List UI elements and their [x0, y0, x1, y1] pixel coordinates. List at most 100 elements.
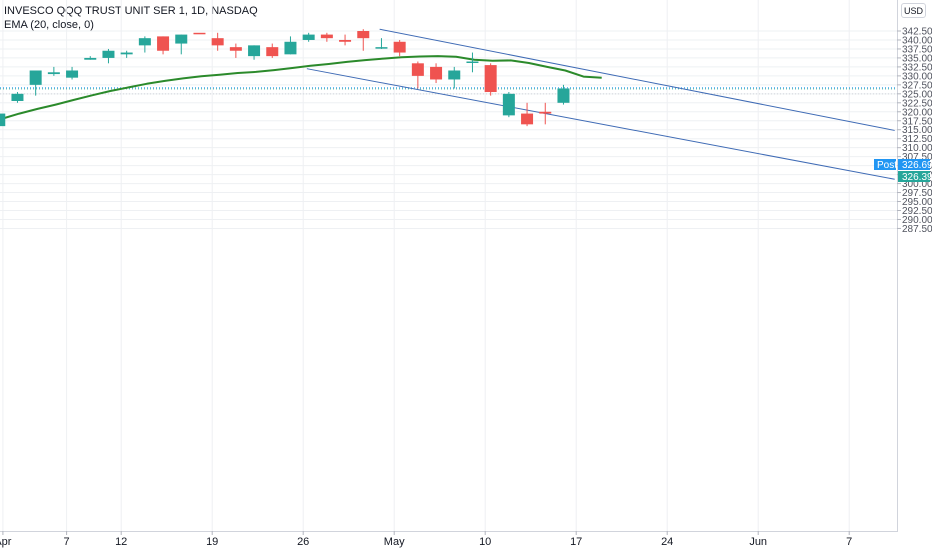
post-price-tag — [898, 159, 930, 170]
price-tags: Post 326.69 326.39 — [874, 159, 932, 183]
candle-body — [229, 47, 242, 51]
chart-axes — [0, 0, 898, 532]
candle-body — [284, 41, 297, 55]
candle — [502, 92, 515, 118]
candle — [29, 70, 42, 96]
candle — [302, 32, 315, 42]
y-tick-label: 300.00 — [902, 179, 932, 190]
candle-body — [357, 31, 370, 39]
x-tick-label: 24 — [661, 536, 673, 548]
candle-body — [393, 41, 406, 53]
y-tick-label: 340.00 — [902, 35, 932, 46]
candle-body — [539, 111, 552, 114]
candle — [557, 84, 570, 105]
candlestick-series — [0, 29, 570, 127]
x-tick-label: 19 — [206, 536, 218, 548]
candle-body — [102, 50, 115, 58]
y-tick-label: 290.00 — [902, 215, 932, 226]
candle-body — [320, 34, 333, 39]
candle-body — [211, 38, 224, 46]
x-tick-label: 26 — [297, 536, 309, 548]
y-tick-label: 320.00 — [902, 107, 932, 118]
candle-body — [248, 45, 261, 57]
candle-body — [29, 70, 42, 85]
candle — [11, 92, 24, 103]
candle-body — [0, 113, 6, 127]
candle-body — [375, 47, 388, 49]
candle — [84, 56, 97, 60]
y-tick-label: 307.50 — [902, 152, 932, 163]
candle — [47, 66, 60, 76]
candle-body — [138, 38, 151, 46]
y-tick-label: 327.50 — [902, 80, 932, 91]
candle-body — [266, 47, 279, 57]
candle — [211, 32, 224, 51]
currency-badge[interactable]: USD — [901, 3, 926, 18]
channel-line-upper[interactable] — [379, 28, 895, 131]
candle — [120, 50, 133, 58]
candle — [138, 36, 151, 53]
candle — [320, 32, 333, 42]
candle-body — [193, 32, 206, 35]
ema-indicator-label[interactable]: EMA (20, close, 0) — [4, 19, 94, 31]
post-label-tag — [874, 159, 896, 170]
y-tick-label: 295.00 — [902, 197, 932, 208]
candle — [448, 66, 461, 89]
candle — [229, 43, 242, 58]
candle — [157, 36, 170, 55]
ema-series — [0, 55, 602, 121]
candle — [102, 48, 115, 64]
y-tick-label: 312.50 — [902, 134, 932, 145]
candle — [0, 113, 6, 127]
candle-body — [466, 61, 479, 64]
candle-body — [157, 36, 170, 51]
trend-channel[interactable] — [306, 28, 895, 180]
candle-body — [84, 57, 97, 60]
y-tick-label: 342.50 — [902, 27, 932, 38]
candle-body — [47, 72, 60, 75]
x-tick-label: 17 — [570, 536, 582, 548]
y-tick-label: 317.50 — [902, 116, 932, 127]
y-tick-label: 297.50 — [902, 188, 932, 199]
candle-body — [448, 70, 461, 80]
x-tick-label: 10 — [479, 536, 491, 548]
candle — [266, 43, 279, 58]
y-tick-label: 287.50 — [902, 224, 932, 235]
candle-body — [302, 34, 315, 40]
y-tick-label: 337.50 — [902, 44, 932, 55]
y-tick-label: 322.50 — [902, 98, 932, 109]
candle-body — [557, 88, 570, 103]
candle — [248, 45, 261, 60]
x-tick-label: Apr — [0, 536, 12, 548]
candle-body — [484, 65, 497, 93]
x-tick-label: 12 — [115, 536, 127, 548]
candle-body — [521, 113, 534, 125]
candle — [193, 32, 206, 35]
candle-body — [430, 66, 443, 80]
candle — [175, 34, 188, 55]
post-price-text: 326.69 — [902, 160, 932, 171]
candle-body — [66, 70, 79, 78]
y-tick-label: 325.00 — [902, 89, 932, 100]
last-price-text: 326.39 — [902, 172, 932, 183]
x-tick-label: Jun — [749, 536, 767, 548]
candle — [411, 61, 424, 89]
y-tick-label: 310.00 — [902, 143, 932, 154]
candle-body — [339, 39, 352, 42]
candle — [466, 52, 479, 73]
post-label-text: Post — [877, 160, 897, 171]
candle — [521, 102, 534, 127]
candle-body — [120, 52, 133, 55]
candle — [484, 63, 497, 96]
ema-line — [0, 55, 602, 121]
candle — [393, 39, 406, 57]
candle — [430, 63, 443, 84]
price-reference-lines — [0, 87, 897, 95]
x-axis-ticks: Apr 7 12 19 26 May 10 17 24 Jun 7 — [0, 531, 852, 548]
channel-line-lower[interactable] — [306, 68, 895, 180]
x-tick-label: May — [384, 536, 405, 548]
x-tick-label: 7 — [846, 536, 852, 548]
y-tick-label: 330.00 — [902, 71, 932, 82]
last-price-tag — [898, 171, 930, 182]
